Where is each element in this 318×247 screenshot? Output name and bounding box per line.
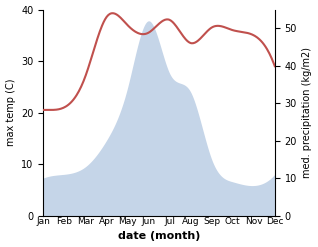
Y-axis label: med. precipitation (kg/m2): med. precipitation (kg/m2) <box>302 47 313 178</box>
Y-axis label: max temp (C): max temp (C) <box>5 79 16 146</box>
X-axis label: date (month): date (month) <box>118 231 200 242</box>
